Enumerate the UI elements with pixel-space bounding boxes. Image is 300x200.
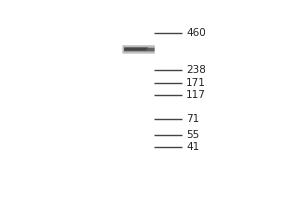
Text: 460: 460 bbox=[186, 28, 206, 38]
Text: 41: 41 bbox=[186, 142, 200, 152]
Text: 55: 55 bbox=[186, 130, 200, 140]
Text: 117: 117 bbox=[186, 90, 206, 100]
Text: 238: 238 bbox=[186, 65, 206, 75]
FancyBboxPatch shape bbox=[124, 47, 148, 49]
FancyBboxPatch shape bbox=[122, 45, 155, 54]
Text: 171: 171 bbox=[186, 78, 206, 88]
FancyBboxPatch shape bbox=[124, 48, 154, 51]
FancyBboxPatch shape bbox=[124, 48, 146, 51]
Text: 71: 71 bbox=[186, 114, 200, 124]
